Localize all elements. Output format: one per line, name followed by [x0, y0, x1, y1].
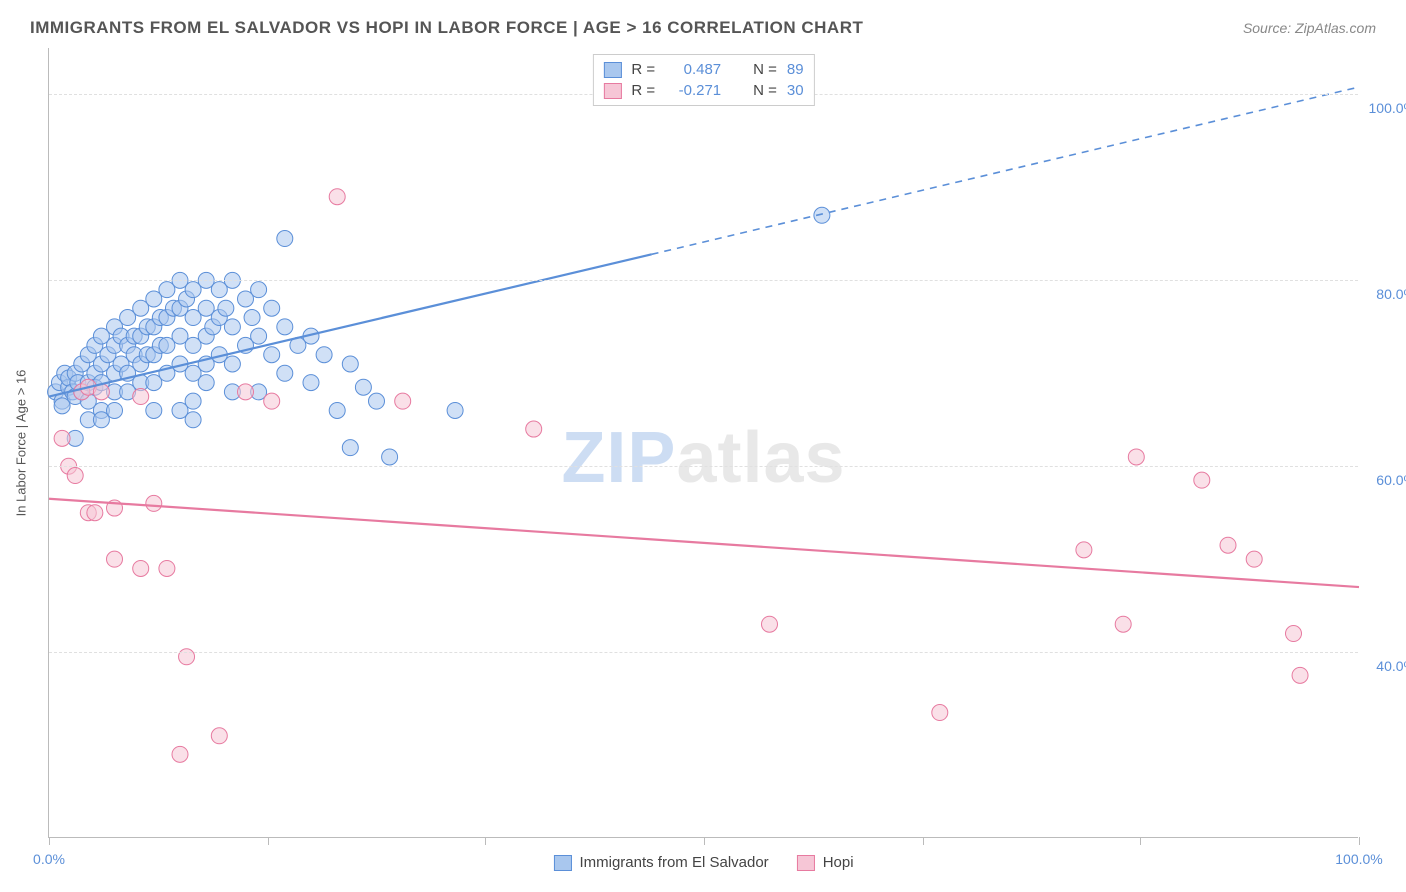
scatter-point-hopi	[238, 384, 254, 400]
source-label: Source: ZipAtlas.com	[1243, 20, 1376, 36]
x-tick	[1140, 837, 1141, 845]
scatter-point-el_salvador	[107, 402, 123, 418]
scatter-point-el_salvador	[146, 402, 162, 418]
scatter-point-el_salvador	[244, 310, 260, 326]
scatter-point-hopi	[172, 746, 188, 762]
scatter-point-hopi	[329, 189, 345, 205]
gridline	[49, 280, 1358, 281]
swatch-el-salvador	[603, 62, 621, 78]
scatter-point-hopi	[211, 728, 227, 744]
scatter-point-hopi	[1246, 551, 1262, 567]
scatter-point-hopi	[1194, 472, 1210, 488]
swatch-el-salvador-icon	[553, 855, 571, 871]
trend-line-extension-el_salvador	[652, 87, 1359, 254]
y-tick-label: 80.0%	[1376, 286, 1406, 302]
header-row: IMMIGRANTS FROM EL SALVADOR VS HOPI IN L…	[0, 0, 1406, 44]
scatter-point-el_salvador	[329, 402, 345, 418]
scatter-point-hopi	[146, 495, 162, 511]
trend-line-hopi	[49, 499, 1359, 587]
series-legend: Immigrants from El Salvador Hopi	[553, 854, 853, 871]
scatter-point-el_salvador	[224, 319, 240, 335]
scatter-point-el_salvador	[342, 440, 358, 456]
scatter-point-hopi	[1076, 542, 1092, 558]
gridline	[49, 466, 1358, 467]
scatter-point-el_salvador	[277, 365, 293, 381]
scatter-point-el_salvador	[277, 319, 293, 335]
scatter-point-el_salvador	[218, 300, 234, 316]
y-tick-label: 40.0%	[1376, 658, 1406, 674]
y-axis-label: In Labor Force | Age > 16	[14, 369, 29, 516]
scatter-point-el_salvador	[447, 402, 463, 418]
scatter-point-hopi	[1292, 667, 1308, 683]
scatter-point-el_salvador	[264, 347, 280, 363]
scatter-point-el_salvador	[342, 356, 358, 372]
scatter-point-hopi	[133, 389, 149, 405]
scatter-point-el_salvador	[224, 356, 240, 372]
scatter-point-el_salvador	[382, 449, 398, 465]
chart-title: IMMIGRANTS FROM EL SALVADOR VS HOPI IN L…	[30, 18, 863, 38]
swatch-hopi	[603, 83, 621, 99]
correlation-legend: R = 0.487 N = 89 R = -0.271 N = 30	[592, 54, 814, 106]
x-tick	[49, 837, 50, 845]
x-tick	[1359, 837, 1360, 845]
scatter-point-hopi	[54, 430, 70, 446]
x-tick	[485, 837, 486, 845]
scatter-point-hopi	[1286, 626, 1302, 642]
scatter-point-hopi	[1128, 449, 1144, 465]
scatter-point-hopi	[67, 468, 83, 484]
scatter-point-hopi	[1115, 616, 1131, 632]
scatter-point-el_salvador	[277, 231, 293, 247]
chart-area: ZIPatlas In Labor Force | Age > 16 R = 0…	[48, 48, 1358, 838]
scatter-point-el_salvador	[316, 347, 332, 363]
scatter-point-hopi	[87, 505, 103, 521]
legend-item-el-salvador: Immigrants from El Salvador	[553, 854, 768, 871]
scatter-point-hopi	[395, 393, 411, 409]
scatter-point-hopi	[107, 551, 123, 567]
y-tick-label: 60.0%	[1376, 472, 1406, 488]
legend-item-hopi: Hopi	[797, 854, 854, 871]
scatter-point-hopi	[264, 393, 280, 409]
x-tick	[268, 837, 269, 845]
gridline	[49, 652, 1358, 653]
swatch-hopi-icon	[797, 855, 815, 871]
x-tick-label: 100.0%	[1335, 851, 1382, 867]
scatter-point-hopi	[133, 560, 149, 576]
scatter-point-el_salvador	[198, 375, 214, 391]
plot-svg	[49, 48, 1358, 837]
scatter-point-hopi	[159, 560, 175, 576]
x-tick	[923, 837, 924, 845]
scatter-point-el_salvador	[251, 328, 267, 344]
scatter-point-hopi	[932, 705, 948, 721]
scatter-point-hopi	[1220, 537, 1236, 553]
scatter-point-hopi	[762, 616, 778, 632]
scatter-point-el_salvador	[251, 282, 267, 298]
scatter-point-el_salvador	[185, 393, 201, 409]
x-tick	[704, 837, 705, 845]
legend-row-el-salvador: R = 0.487 N = 89	[603, 59, 803, 80]
scatter-point-el_salvador	[355, 379, 371, 395]
scatter-point-el_salvador	[369, 393, 385, 409]
legend-row-hopi: R = -0.271 N = 30	[603, 80, 803, 101]
scatter-point-hopi	[526, 421, 542, 437]
x-tick-label: 0.0%	[33, 851, 65, 867]
y-tick-label: 100.0%	[1369, 100, 1406, 116]
scatter-point-el_salvador	[264, 300, 280, 316]
scatter-point-el_salvador	[185, 412, 201, 428]
scatter-point-el_salvador	[303, 375, 319, 391]
